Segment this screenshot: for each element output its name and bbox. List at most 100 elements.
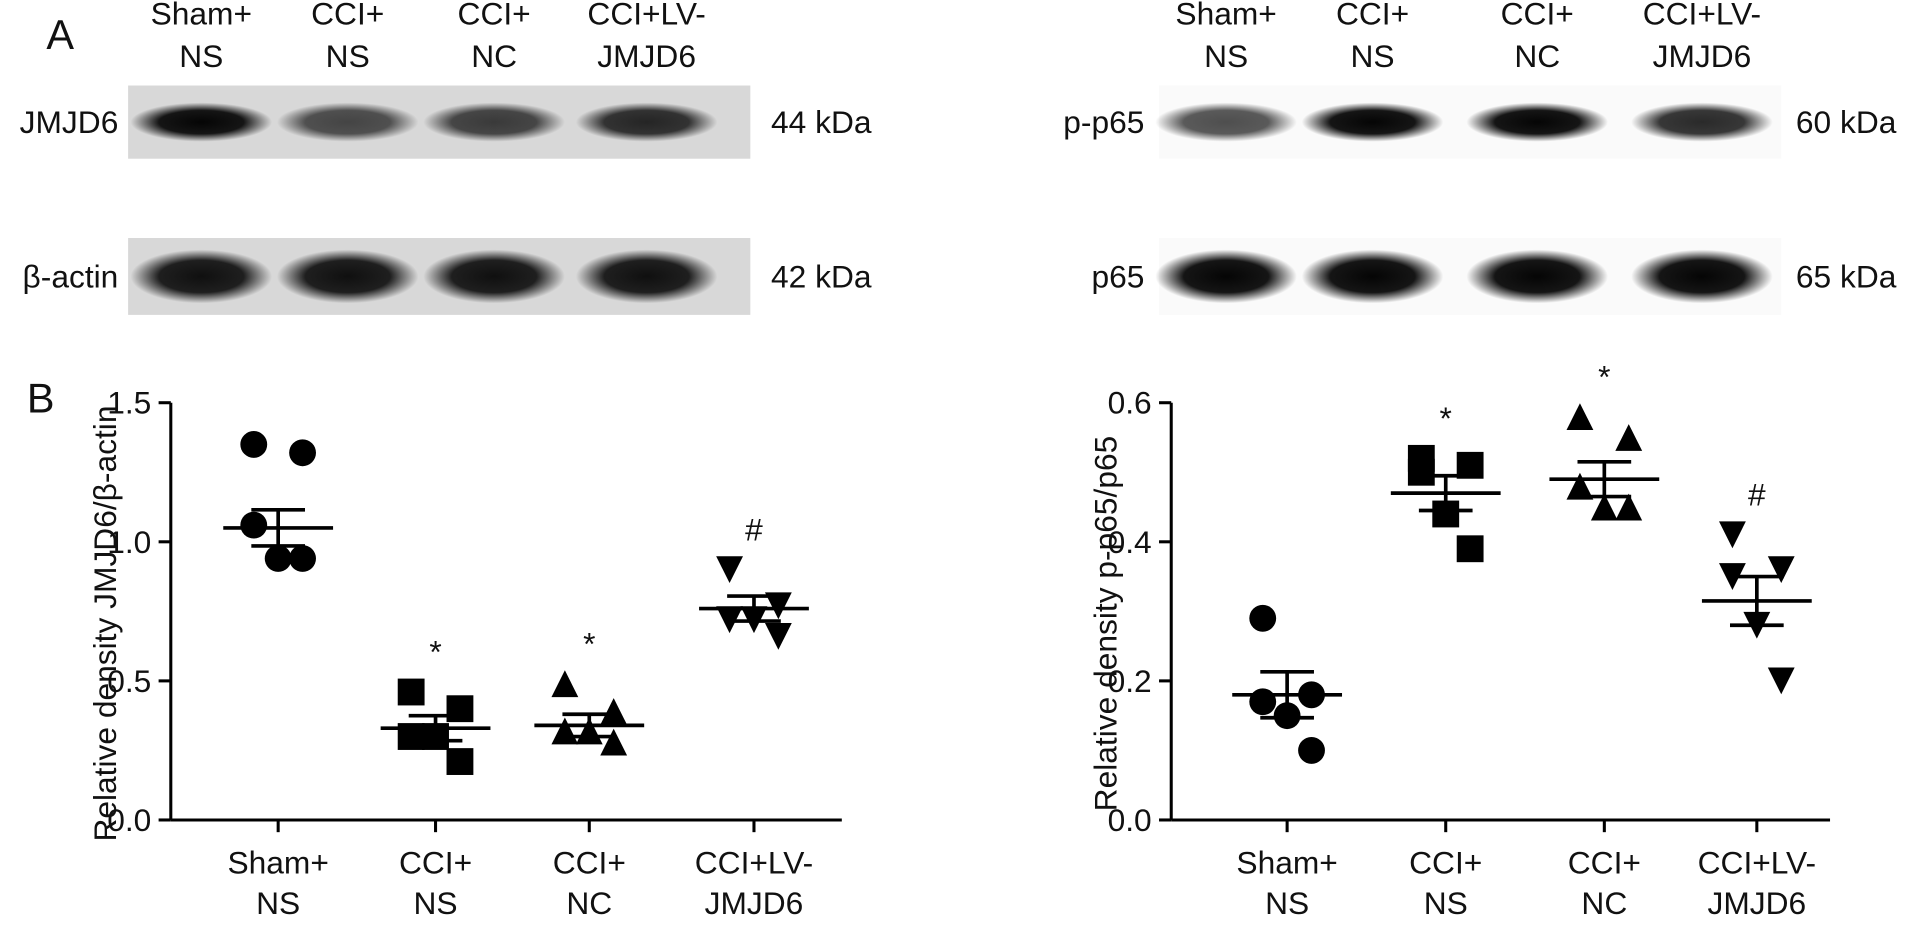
blot-band [575, 249, 718, 304]
x-tick-label-line: NS [1424, 885, 1468, 921]
protein-label: p-p65 [1063, 104, 1144, 140]
x-tick-label-line: CCI+ [1409, 845, 1482, 881]
x-tick-label-line: CCI+ [1568, 845, 1641, 881]
x-tick-label: CCI+ NC [553, 845, 626, 921]
x-tick-label-line: NS [256, 885, 300, 921]
panel-label: B [27, 374, 55, 421]
protein-label: p65 [1091, 258, 1144, 294]
size-label: 65 kDa [1796, 258, 1897, 294]
data-point [1456, 535, 1484, 563]
x-tick-label-line: CCI+ [553, 845, 626, 881]
y-tick-label: 1.0 [107, 524, 151, 560]
lane-label-line: CCI+LV- [587, 0, 705, 32]
x-tick-label-line: JMJD6 [1707, 885, 1806, 921]
data-point [600, 728, 628, 756]
blot-band [130, 249, 273, 304]
blot-band [276, 249, 419, 304]
x-tick-label-line: JMJD6 [705, 885, 804, 921]
protein-label: β-actin [23, 258, 119, 294]
data-point [446, 695, 474, 723]
data-point [1566, 403, 1594, 431]
data-point [1298, 737, 1325, 764]
data-point [764, 592, 792, 620]
lane-label-line: NS [1204, 38, 1248, 74]
x-tick-label-line: NS [414, 885, 458, 921]
blot-band [423, 102, 565, 142]
lane-label-line: NC [1514, 38, 1560, 74]
y-tick-label: 0.2 [1108, 663, 1152, 699]
data-point [1249, 604, 1277, 632]
lane-label-line: NS [179, 38, 223, 74]
significance-mark: * [1440, 400, 1452, 436]
y-tick-label: 0.4 [1108, 524, 1152, 560]
data-point [240, 511, 268, 539]
data-point [1566, 472, 1594, 500]
x-tick-label-line: CCI+LV- [1698, 845, 1816, 881]
data-point [1407, 458, 1435, 486]
data-point [1767, 667, 1795, 695]
lane-label-line: JMJD6 [597, 38, 696, 74]
lane-label: CCI+ NS [311, 0, 384, 74]
lane-label: CCI+LV- JMJD6 [587, 0, 705, 74]
significance-mark: * [583, 625, 595, 661]
data-point [716, 556, 743, 584]
blot-band [423, 249, 565, 304]
lane-label-line: CCI+ [458, 0, 531, 32]
data-point [397, 678, 425, 706]
x-tick-label-line: NC [566, 885, 612, 921]
data-point [1767, 556, 1795, 584]
x-tick-label-line: NS [1265, 885, 1309, 921]
data-point [1615, 493, 1643, 521]
blot-band [1466, 249, 1608, 304]
panel-label: A [46, 11, 74, 58]
x-tick-label-line: CCI+LV- [695, 845, 813, 881]
significance-mark: # [745, 511, 763, 547]
lane-label-line: NS [326, 38, 370, 74]
y-tick-label: 0.0 [1108, 802, 1152, 838]
lane-label-line: NC [471, 38, 517, 74]
lane-label: CCI+LV- JMJD6 [1643, 0, 1761, 74]
x-tick-label-line: Sham+ [227, 845, 328, 881]
lane-label-line: NS [1350, 38, 1394, 74]
data-point [446, 748, 474, 775]
lane-label-line: Sham+ [151, 0, 252, 32]
size-label: 44 kDa [771, 104, 872, 140]
y-tick-label: 1.5 [107, 385, 151, 421]
blot-band [276, 102, 419, 142]
data-point [1249, 688, 1277, 716]
data-point [1615, 424, 1643, 451]
blot-band [1631, 102, 1773, 142]
data-point [551, 717, 579, 745]
blot-band [1301, 249, 1444, 304]
data-point [289, 545, 316, 572]
y-tick-label: 0.5 [107, 663, 151, 699]
x-tick-label: CCI+ NS [399, 845, 472, 921]
data-point [1590, 493, 1618, 521]
lane-label-line: CCI+ [311, 0, 384, 32]
lane-label-line: CCI+LV- [1643, 0, 1761, 32]
x-tick-label-line: CCI+ [399, 845, 472, 881]
blot-band [130, 102, 273, 142]
lane-label-line: CCI+ [1501, 0, 1574, 32]
lane-label: CCI+ NC [458, 0, 531, 74]
x-tick-label: Sham+ NS [227, 845, 328, 921]
blot-band [1301, 102, 1444, 142]
data-point [600, 698, 628, 725]
x-tick-label: CCI+LV- JMJD6 [695, 845, 813, 921]
blot-band [1155, 249, 1297, 304]
data-point [764, 622, 792, 650]
blot-band [1466, 102, 1608, 142]
lane-label: CCI+ NC [1501, 0, 1574, 74]
blot-band [1155, 102, 1297, 142]
x-tick-label: CCI+ NS [1409, 845, 1482, 921]
blot-band [575, 102, 718, 142]
lane-label: Sham+ NS [1175, 0, 1276, 74]
x-tick-label-line: Sham+ [1236, 845, 1337, 881]
lane-label-line: CCI+ [1336, 0, 1409, 32]
y-axis-label: Relative density JMJD6/β-actin [87, 406, 123, 842]
data-point [240, 431, 268, 458]
lane-label-line: Sham+ [1175, 0, 1276, 32]
significance-mark: * [1598, 358, 1610, 394]
